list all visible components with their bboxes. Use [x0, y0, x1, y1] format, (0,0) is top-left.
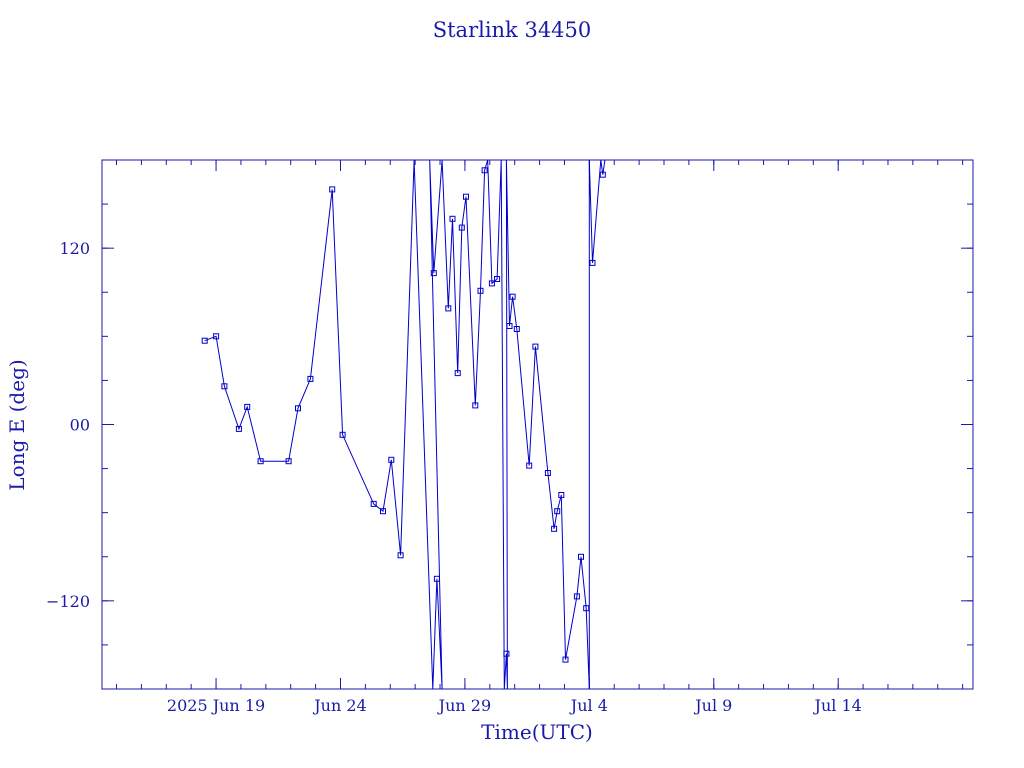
- data-point: [573, 593, 580, 600]
- data-point: [488, 280, 495, 287]
- data-point: [388, 456, 395, 463]
- data-point: [445, 305, 452, 312]
- y-axis-tick-labels: 120 00 −120: [46, 239, 90, 611]
- data-point: [544, 470, 551, 476]
- plot-frame: [101, 159, 974, 690]
- data-point: [458, 224, 465, 231]
- data-point: [221, 383, 228, 390]
- y-tick-label: 120: [59, 239, 90, 258]
- data-point: [589, 259, 596, 266]
- x-tick-label: Jul 9: [693, 696, 732, 715]
- data-point: [329, 186, 336, 193]
- data-point: [558, 492, 565, 498]
- x-axis-ticks: [116, 160, 964, 689]
- data-point: [583, 605, 590, 612]
- data-point: [430, 270, 437, 277]
- data-point: [477, 287, 484, 294]
- data-point: [472, 402, 479, 409]
- x-tick-label: 2025 Jun 19: [167, 696, 265, 715]
- data-point: [509, 293, 516, 300]
- series-line: [204, 159, 606, 690]
- data-point: [494, 276, 501, 282]
- data-point: [513, 326, 520, 332]
- data-point: [554, 508, 561, 515]
- y-axis-ticks: [102, 203, 973, 646]
- x-axis-tick-labels: 2025 Jun 19 Jun 24 Jun 29 Jul 4 Jul 9 Jul 14: [167, 696, 862, 715]
- data-point: [449, 215, 456, 222]
- data-point: [380, 508, 386, 515]
- data-point: [532, 343, 539, 350]
- data-point: [562, 656, 569, 663]
- data-point: [506, 323, 513, 329]
- data-point: [454, 370, 461, 377]
- data-point: [551, 525, 558, 532]
- data-point: [481, 167, 488, 174]
- data-point: [433, 575, 440, 582]
- x-tick-label: Jul 4: [569, 696, 608, 715]
- data-point: [599, 171, 606, 178]
- data-point: [257, 458, 264, 465]
- x-tick-label: Jun 29: [437, 696, 491, 715]
- data-point: [578, 553, 584, 560]
- data-point: [285, 458, 292, 465]
- x-tick-label: Jun 24: [312, 696, 366, 715]
- data-point: [213, 333, 220, 340]
- data-point: [463, 193, 469, 200]
- data-point: [201, 337, 208, 344]
- x-tick-label: Jul 14: [813, 696, 862, 715]
- x-axis-label: Time(UTC): [481, 720, 593, 744]
- y-tick-label: −120: [46, 592, 90, 611]
- data-point: [526, 462, 533, 469]
- data-point: [295, 405, 301, 412]
- data-point: [503, 650, 510, 657]
- data-point: [397, 552, 404, 559]
- data-point: [370, 500, 377, 507]
- y-tick-label: 00: [70, 416, 90, 435]
- chart-title: Starlink 34450: [433, 18, 592, 42]
- series-group: [201, 159, 606, 690]
- data-point: [307, 375, 314, 382]
- data-point: [339, 431, 346, 438]
- data-point: [235, 425, 242, 432]
- y-axis-label: Long E (deg): [5, 359, 29, 490]
- data-point: [244, 403, 251, 410]
